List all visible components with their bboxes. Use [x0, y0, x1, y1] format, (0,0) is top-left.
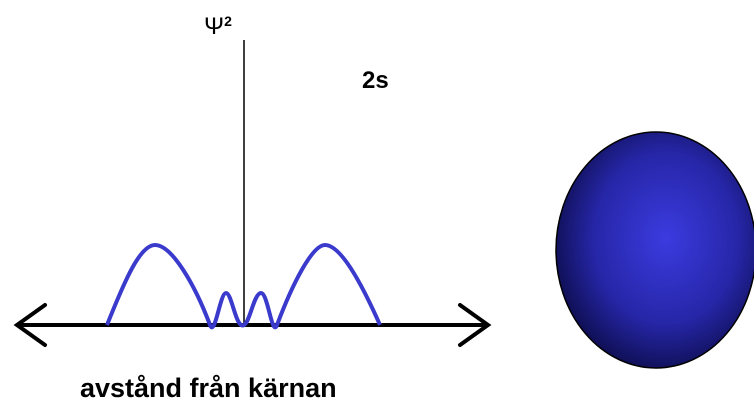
x-label: avstånd från kärnan: [80, 373, 337, 403]
diagram: Ψ2 2s avstånd från kärnan: [0, 0, 754, 409]
orbital-sphere: [556, 132, 754, 368]
y-label: Ψ2: [204, 13, 232, 40]
orbital-label: 2s: [362, 67, 389, 94]
